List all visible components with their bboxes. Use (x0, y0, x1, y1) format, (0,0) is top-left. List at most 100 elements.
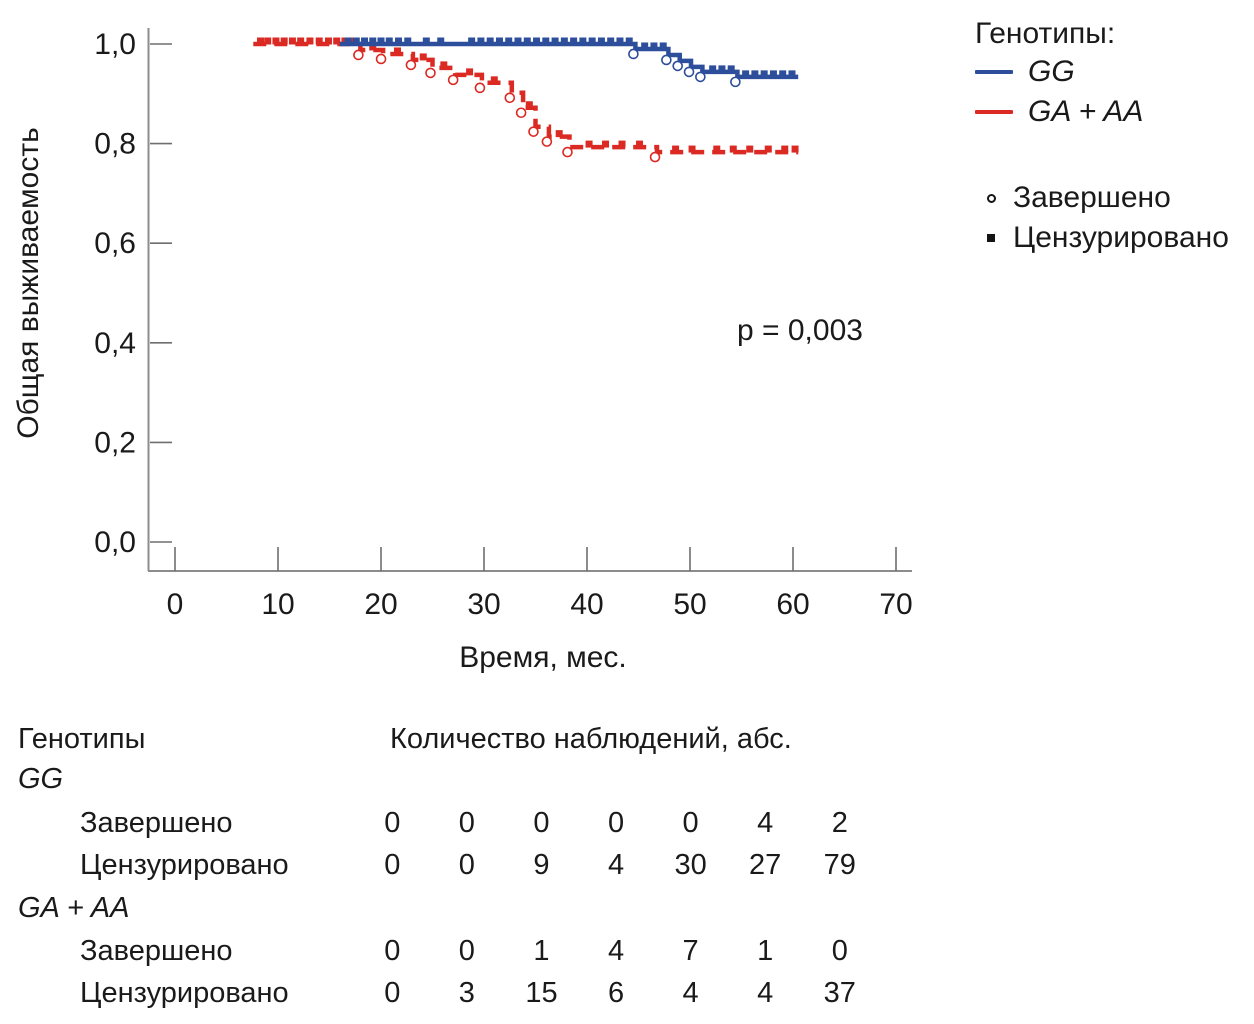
gg-censor-mark (650, 42, 658, 50)
ga-aa-censor-mark (324, 37, 332, 45)
count-cell: 1 (533, 935, 550, 967)
gg-censor-mark (727, 65, 735, 73)
legend-marker-completed: Завершено (975, 178, 1229, 218)
table-row: Цензурировано 0 0 9 4 30 27 79 (18, 846, 938, 884)
count-cell: 4 (757, 977, 774, 1009)
x-axis-title: Время, мес. (459, 641, 627, 674)
counts-header-title: Количество наблюдений, абс. (390, 723, 792, 755)
count-cell: 30 (674, 849, 707, 881)
ga-aa-censor-mark (297, 37, 305, 45)
count-cell: 15 (525, 977, 558, 1009)
ga-aa-censor-mark (272, 37, 280, 45)
count-cell: 0 (458, 935, 475, 967)
table-row: Цензурировано 0 3 15 6 4 4 37 (18, 974, 938, 1012)
ga-aa-censor-mark (764, 145, 772, 153)
ga-aa-event-marker (562, 146, 573, 158)
count-cell: 0 (384, 935, 401, 967)
gg-event-marker (683, 66, 695, 78)
count-cell: 0 (384, 849, 401, 881)
gg-censor-mark (404, 37, 412, 45)
gg-censor-mark (788, 70, 796, 78)
legend-title: Генотипы: (975, 17, 1116, 50)
legend-marker-label: Цензурировано (1013, 221, 1229, 254)
count-cell: 0 (384, 807, 401, 839)
ga-aa-censor-mark (264, 37, 272, 45)
y-tick-label: 0,6 (94, 227, 136, 260)
ga-aa-censor-mark (672, 145, 680, 153)
count-cell: 4 (607, 935, 625, 967)
gg-censor-mark (607, 37, 615, 45)
gg-censor-mark (625, 37, 633, 45)
count-cell: 79 (823, 849, 856, 881)
ga-aa-censor-mark (729, 145, 737, 153)
legend-markers: Завершено Цензурировано (975, 178, 1229, 258)
gg-censor-mark (377, 37, 385, 45)
gg-censor-mark (616, 37, 624, 45)
gg-censor-mark (422, 37, 430, 45)
ga-aa-censor-mark (791, 145, 799, 153)
count-cell: 0 (533, 807, 550, 839)
gg-censor-mark (579, 37, 587, 45)
count-cell: 4 (607, 849, 625, 881)
ga-aa-censor-mark (525, 101, 533, 109)
count-cell: 4 (757, 807, 774, 839)
gg-censor-mark (742, 70, 750, 78)
gg-censor-mark (551, 37, 559, 45)
ga-aa-censor-mark (618, 140, 626, 148)
open-circle-icon (975, 193, 1007, 203)
y-tick-label: 0,2 (94, 426, 136, 459)
p-value-annotation: p = 0,003 (737, 314, 863, 347)
y-tick-label: 1,0 (94, 28, 136, 61)
count-cell: 27 (749, 849, 782, 881)
ga-aa-censor-mark (440, 61, 448, 69)
x-tick-label: 40 (570, 588, 603, 621)
x-tick-label: 50 (673, 588, 706, 621)
filled-square-icon (975, 234, 1007, 242)
table-row: Завершено 0 0 0 0 0 4 2 (18, 804, 938, 842)
y-tick-label: 0,8 (94, 128, 136, 161)
ga-aa-event-marker (528, 126, 539, 137)
ga-aa-event-marker (541, 136, 553, 147)
ga-aa-censor-mark (419, 53, 427, 61)
gg-censor-mark (486, 37, 494, 45)
gg-censor-mark (718, 65, 726, 73)
ga-aa-censor-mark (280, 37, 288, 45)
legend-item-gg: GG (975, 52, 1229, 92)
count-cell: 0 (384, 977, 401, 1009)
gg-censor-mark (468, 37, 476, 45)
row-label: Завершено (80, 807, 233, 839)
ga-aa-censor-mark (585, 140, 593, 148)
row-label: Завершено (80, 935, 233, 967)
count-cell: 0 (458, 807, 475, 839)
gg-censor-mark (437, 37, 445, 45)
count-cell: 7 (682, 935, 699, 967)
gg-censor-mark (779, 70, 787, 78)
gg-censor-mark (395, 37, 403, 45)
ga-aa-censor-mark (333, 37, 341, 45)
count-cell: 6 (607, 977, 625, 1009)
legend-marker-censored: Цензурировано (975, 218, 1229, 258)
ga-aa-event-marker (504, 92, 516, 104)
ga-aa-censor-mark (688, 145, 696, 153)
gg-censor-mark (495, 37, 503, 45)
ga-aa-censor-mark (369, 43, 377, 51)
gg-censor-mark (361, 37, 369, 45)
count-cell: 0 (607, 807, 625, 839)
group-row-ga-aa: GA + AA (18, 889, 938, 927)
gg-event-marker (628, 48, 639, 60)
gg-event-marker (730, 76, 741, 88)
gg-censor-mark (344, 37, 352, 45)
gg-event-marker (672, 60, 684, 72)
gg-censor-mark (641, 42, 649, 50)
gg-censor-mark (542, 37, 550, 45)
count-cell: 9 (533, 849, 550, 881)
count-cell: 4 (682, 977, 699, 1009)
ga-aa-censor-mark (746, 145, 754, 153)
gg-censor-mark (533, 37, 541, 45)
x-tick-label: 60 (776, 588, 809, 621)
ga-aa-censor-mark (602, 140, 610, 148)
gg-censor-mark (523, 37, 531, 45)
row-label: Цензурировано (80, 977, 289, 1009)
legend-item-ga-aa: GA + AA (975, 92, 1229, 132)
x-tick-label: 10 (261, 588, 294, 621)
